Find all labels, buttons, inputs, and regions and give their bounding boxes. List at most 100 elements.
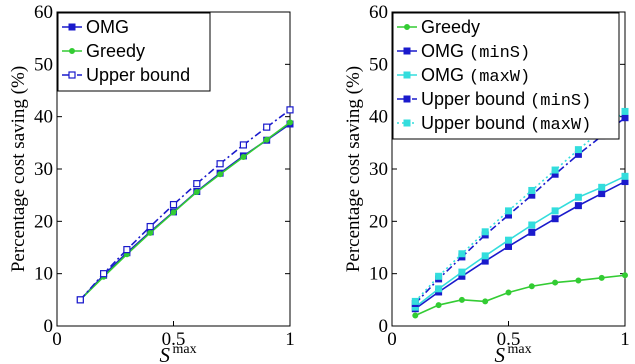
y-tick-label: 60 — [369, 2, 388, 23]
data-point — [435, 285, 443, 293]
chart-panel-1: 0 10 20 30 40 50 60 0 0.5 1 Percentage cost saving… — [8, 2, 295, 364]
data-point — [403, 71, 411, 79]
data-point — [69, 48, 75, 54]
legend-box — [57, 12, 211, 92]
x-axis-label: S — [495, 343, 506, 364]
y-tick-label: 0 — [44, 316, 54, 337]
series-line — [79, 109, 291, 301]
data-point — [458, 250, 466, 258]
legend: OMG Greedy Upper bound — [57, 12, 211, 92]
data-point — [403, 119, 411, 127]
series-3 — [411, 172, 629, 311]
data-point — [239, 141, 247, 149]
data-point — [505, 207, 512, 215]
x-tick-label: 1 — [285, 329, 295, 350]
series-line — [414, 180, 626, 310]
data-point — [193, 189, 200, 196]
data-point — [435, 272, 443, 280]
series-line — [414, 117, 626, 305]
legend-entry-mono: (maxW) — [469, 68, 530, 87]
series-line — [79, 123, 291, 301]
series-line — [414, 110, 626, 302]
data-point — [411, 297, 419, 305]
y-axis-label: Percentage cost saving (%) — [8, 66, 29, 272]
y-tick-label: 10 — [369, 264, 388, 285]
data-point — [574, 193, 582, 201]
data-point — [403, 95, 411, 103]
data-point — [435, 302, 442, 309]
data-point — [505, 236, 512, 244]
x-axis-label-superscript: max — [508, 342, 532, 357]
data-point — [404, 24, 410, 30]
data-point — [170, 209, 177, 216]
data-point — [458, 296, 465, 303]
data-point — [575, 277, 582, 284]
data-point — [551, 166, 559, 174]
legend-entry-mono: (minS) — [469, 44, 530, 63]
data-point — [193, 180, 201, 188]
legend-box — [392, 12, 620, 140]
x-tick-label: 1 — [620, 329, 630, 350]
y-tick-label: 30 — [34, 159, 53, 180]
data-point — [482, 298, 489, 305]
legend-entry-label: OMG (maxW) — [421, 65, 530, 87]
data-point — [505, 289, 512, 296]
series-2 — [77, 119, 293, 303]
data-point — [146, 222, 154, 231]
y-tick-label: 10 — [34, 264, 53, 285]
legend-entry-label: Upper bound — [86, 65, 190, 85]
x-tick-label: 0.5 — [162, 329, 186, 350]
legend-entry-label: Greedy — [86, 41, 145, 61]
data-point — [68, 71, 76, 79]
legend-entry-label: OMG — [86, 17, 129, 37]
data-point — [598, 274, 605, 281]
series-line — [414, 274, 626, 317]
series-1 — [412, 272, 628, 319]
data-point — [528, 186, 536, 194]
data-point — [622, 272, 628, 279]
data-point — [147, 229, 154, 236]
data-point — [68, 23, 76, 31]
series-line — [79, 121, 291, 301]
legend-entry-label: Greedy — [421, 17, 480, 37]
data-point — [574, 202, 582, 210]
data-point — [286, 106, 294, 114]
data-point — [217, 171, 224, 178]
x-axis-label: S — [160, 343, 171, 364]
data-point — [598, 190, 606, 198]
data-point — [528, 228, 536, 236]
y-axis-label: Percentage cost saving (%) — [343, 66, 364, 272]
data-point — [621, 172, 629, 180]
data-point — [169, 200, 178, 209]
y-tick-label: 30 — [369, 159, 388, 180]
series-line — [414, 175, 626, 308]
data-point — [99, 270, 108, 278]
x-tick-label: 0 — [52, 329, 62, 350]
data-point — [621, 114, 629, 122]
data-point — [287, 119, 293, 126]
legend-entry-label: OMG (minS) — [421, 41, 530, 63]
y-tick-label: 60 — [34, 2, 53, 23]
data-point — [263, 123, 271, 131]
y-tick-label: 20 — [369, 211, 388, 232]
data-point — [458, 268, 466, 276]
series-2 — [411, 178, 629, 313]
data-point — [216, 160, 224, 168]
data-point — [263, 136, 270, 143]
data-point — [481, 228, 489, 236]
y-tick-label: 50 — [369, 54, 388, 75]
series-1 — [76, 120, 294, 304]
data-point — [76, 296, 84, 304]
x-tick-label: 0 — [387, 329, 397, 350]
data-point — [574, 146, 582, 154]
data-point — [412, 312, 419, 319]
x-axis-label-superscript: max — [173, 342, 197, 357]
x-tick-label: 0.5 — [497, 329, 521, 350]
data-point — [123, 245, 131, 254]
data-point — [552, 279, 559, 286]
data-point — [240, 153, 247, 160]
data-point — [621, 107, 629, 115]
